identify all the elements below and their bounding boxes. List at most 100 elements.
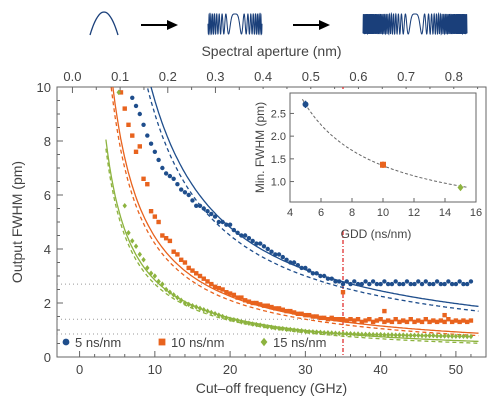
data-point bbox=[254, 300, 259, 306]
data-point bbox=[148, 141, 154, 146]
data-point bbox=[325, 317, 331, 322]
fit-curve bbox=[146, 87, 479, 312]
data-point bbox=[359, 331, 365, 338]
data-point bbox=[397, 281, 402, 287]
data-point bbox=[389, 319, 395, 325]
data-point bbox=[265, 246, 270, 252]
data-point bbox=[419, 319, 425, 325]
data-point bbox=[464, 319, 470, 325]
data-point bbox=[321, 315, 327, 321]
data-point bbox=[224, 222, 229, 227]
data-point bbox=[299, 265, 304, 271]
legend-marker bbox=[158, 338, 166, 346]
data-point bbox=[340, 330, 346, 337]
data-point bbox=[250, 300, 255, 306]
y-tick-label: 6 bbox=[44, 188, 51, 203]
main-chart: 0 10 20 30 40 50 0 2 4 6 8 10 0.0 0.1 0.2 0.3 0.4 0.5 0.6 0… bbox=[9, 43, 487, 396]
data-point bbox=[276, 325, 282, 332]
data-point bbox=[258, 322, 263, 328]
data-point bbox=[378, 317, 383, 322]
plot-body bbox=[57, 87, 479, 357]
data-point bbox=[348, 281, 353, 287]
data-point bbox=[382, 308, 387, 314]
data-point bbox=[419, 281, 425, 287]
data-point bbox=[216, 219, 222, 225]
data-point bbox=[374, 331, 380, 338]
data-point bbox=[182, 190, 188, 195]
data-point bbox=[401, 281, 406, 287]
x2-tick-label: 0.8 bbox=[445, 69, 463, 84]
data-point bbox=[194, 271, 199, 276]
data-point bbox=[126, 122, 131, 127]
data-point bbox=[130, 238, 135, 244]
data-point bbox=[276, 306, 282, 311]
data-point bbox=[314, 271, 319, 276]
y-axis-label: Output FWHM (pm) bbox=[9, 161, 25, 283]
data-point bbox=[352, 318, 357, 323]
data-point bbox=[182, 260, 188, 265]
data-point bbox=[385, 281, 391, 287]
data-point bbox=[186, 301, 191, 308]
data-point bbox=[340, 317, 346, 322]
data-point bbox=[401, 332, 406, 338]
data-point bbox=[453, 281, 459, 287]
data-point bbox=[442, 333, 447, 339]
data-point bbox=[133, 243, 139, 250]
data-point bbox=[224, 290, 229, 295]
data-point bbox=[416, 332, 421, 339]
fit-curve bbox=[110, 87, 479, 337]
data-point bbox=[130, 133, 135, 138]
legend-label: 15 ns/nm bbox=[273, 335, 326, 350]
data-point bbox=[295, 263, 301, 268]
data-point bbox=[310, 314, 316, 319]
data-point bbox=[284, 308, 289, 314]
data-point bbox=[175, 294, 180, 301]
data-point bbox=[227, 222, 233, 227]
data-point bbox=[325, 329, 331, 336]
data-point bbox=[340, 281, 346, 287]
data-point bbox=[175, 182, 180, 187]
data-point bbox=[404, 319, 410, 325]
data-point bbox=[412, 332, 417, 339]
parabola-waveform-icon bbox=[89, 11, 119, 36]
inset-data-point bbox=[457, 183, 464, 192]
data-point bbox=[280, 254, 285, 260]
data-point bbox=[231, 316, 237, 323]
data-point bbox=[321, 273, 327, 279]
data-point bbox=[408, 317, 413, 322]
dense-chirp-waveform-icon bbox=[207, 12, 263, 36]
inset-chart: 4 6 8 10 12 14 16 1.0 1.5 2.0 2.5 GDD (ns/nm) Min. F… bbox=[253, 89, 484, 241]
data-point bbox=[412, 281, 417, 287]
x2-axis-label: Spectral aperture (nm) bbox=[201, 43, 341, 59]
data-point bbox=[378, 281, 383, 287]
data-point bbox=[382, 279, 387, 284]
data-point bbox=[156, 157, 161, 163]
data-point bbox=[133, 103, 139, 109]
x2-tick-label: 0.3 bbox=[206, 69, 224, 84]
data-point bbox=[182, 300, 188, 306]
data-point bbox=[227, 291, 233, 296]
data-point bbox=[344, 318, 349, 323]
data-point bbox=[397, 332, 402, 338]
data-point bbox=[258, 302, 263, 307]
legend: 5 ns/nm 10 ns/nm 15 ns/nm bbox=[62, 335, 326, 350]
data-point bbox=[461, 318, 466, 323]
data-point bbox=[389, 332, 395, 338]
data-point bbox=[303, 312, 308, 318]
data-point bbox=[156, 219, 161, 225]
data-point bbox=[457, 333, 462, 339]
data-point bbox=[337, 279, 342, 284]
data-point bbox=[306, 312, 312, 318]
data-point bbox=[370, 319, 376, 325]
data-point bbox=[352, 279, 357, 284]
data-point bbox=[160, 165, 165, 171]
data-point bbox=[148, 209, 154, 214]
data-point bbox=[352, 331, 357, 337]
data-point bbox=[220, 313, 225, 320]
data-point bbox=[449, 281, 455, 287]
data-point bbox=[137, 111, 142, 117]
data-point bbox=[393, 332, 398, 338]
data-point bbox=[306, 328, 312, 335]
data-point bbox=[178, 257, 184, 262]
